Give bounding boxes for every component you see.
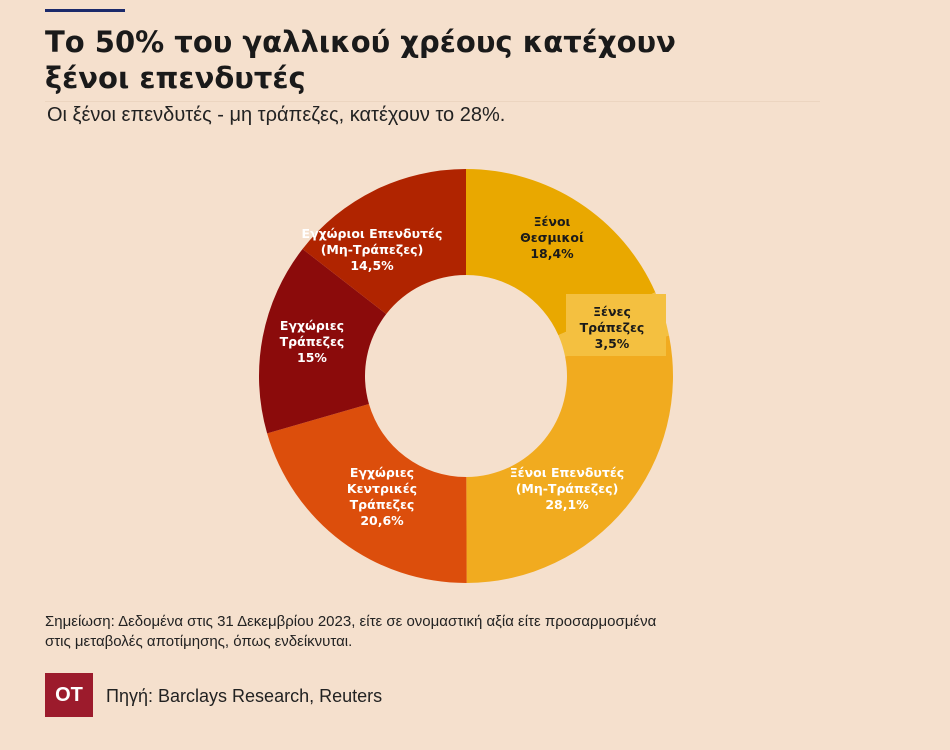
slice-label-box <box>566 294 666 356</box>
note-line: Σημείωση: Δεδομένα στις 31 Δεκεμβρίου 20… <box>45 613 657 630</box>
slice-label-line: 15% <box>297 350 327 365</box>
chart-title-line: ξένοι επενδυτές <box>45 61 306 95</box>
donut-slice <box>267 403 467 583</box>
ot-logo: ΟΤ <box>45 673 93 717</box>
slice-label-line: 20,6% <box>360 513 404 528</box>
slice-label-line: 3,5% <box>595 336 630 351</box>
slice-label-line: 18,4% <box>530 246 574 261</box>
slice-label: Ξένοι Επενδυτές (Μη-Τράπεζες) 28,1% <box>510 465 624 512</box>
slice-label-line: Ξένοι <box>534 214 571 229</box>
slice-label: Ξένες Τράπεζες 3,5% <box>580 304 645 351</box>
slice-label-line: 14,5% <box>350 258 394 273</box>
donut-slice <box>466 169 656 336</box>
slice-label-line: (Μη-Τράπεζες) <box>321 242 424 257</box>
chart-source: Πηγή: Barclays Research, Reuters <box>106 686 383 706</box>
slice-label-line: Εγχώριοι Επενδυτές <box>302 226 443 241</box>
slice-label: Εγχώριοι Επενδυτές (Μη-Τράπεζες) 14,5% <box>302 226 443 273</box>
slice-label-line: Ξένες <box>593 304 631 319</box>
chart-title-line: Το 50% του γαλλικού χρέους κατέχουν <box>45 25 676 59</box>
top-accent-rule <box>45 9 125 12</box>
slice-label: Ξένοι Θεσμικοί 18,4% <box>520 214 584 261</box>
donut-slice <box>302 169 466 315</box>
donut-slice <box>466 335 673 583</box>
slice-label-line: Εγχώριες <box>280 318 344 333</box>
slice-label-line: Τράπεζες <box>280 334 345 349</box>
slice-label-line: (Μη-Τράπεζες) <box>516 481 619 496</box>
donut-slice <box>259 248 387 434</box>
slice-label-line: 28,1% <box>545 497 589 512</box>
slice-label: Εγχώριες Τράπεζες 15% <box>280 318 345 365</box>
slice-label-line: Κεντρικές <box>347 481 417 496</box>
slice-label-line: Εγχώριες <box>350 465 414 480</box>
slice-label-line: Ξένοι Επενδυτές <box>510 465 624 480</box>
slice-label-line: Τράπεζες <box>350 497 415 512</box>
note-line: στις μεταβολές αποτίμησης, όπως ενδείκνυ… <box>45 633 353 650</box>
chart-title: Το 50% του γαλλικού χρέους κατέχουν ξένο… <box>45 24 845 96</box>
slice-label-line: Θεσμικοί <box>520 230 584 245</box>
chart-subtitle: Οι ξένοι επενδυτές - μη τράπεζες, κατέχο… <box>47 104 506 126</box>
chart-note: Σημείωση: Δεδομένα στις 31 Δεκεμβρίου 20… <box>45 612 845 652</box>
slice-label: Εγχώριες Κεντρικές Τράπεζες 20,6% <box>347 465 417 528</box>
slice-label-line: Τράπεζες <box>580 320 645 335</box>
subtitle-divider <box>45 101 820 102</box>
